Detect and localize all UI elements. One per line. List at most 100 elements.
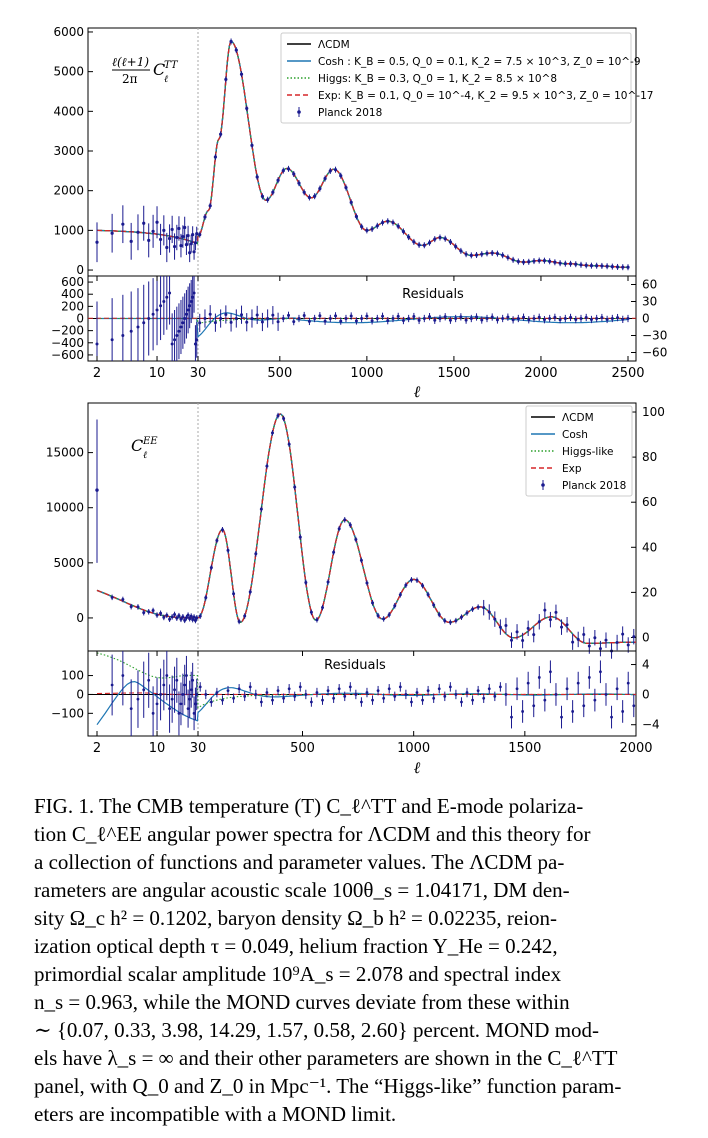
ttr-point <box>454 317 458 320</box>
ttr-point <box>537 315 541 319</box>
ttr-point <box>193 342 197 346</box>
ttr-point <box>433 318 437 322</box>
legend-label: Cosh : K_B = 0.5, Q_0 = 0.1, K_2 = 7.5 ×… <box>318 56 641 68</box>
ee-point <box>270 431 274 435</box>
y-tick-label: 5000 <box>53 556 84 570</box>
eer-point <box>186 707 190 711</box>
ttr-point <box>323 319 327 323</box>
eer-point <box>615 687 619 691</box>
ee-point <box>621 632 625 636</box>
ee-point <box>615 641 619 645</box>
ee-point <box>159 611 163 615</box>
tt-point <box>318 187 322 191</box>
ttr-point <box>464 318 468 322</box>
ee-point <box>142 611 146 615</box>
x-tick-label: 10 <box>149 366 166 381</box>
tt-point <box>170 227 174 232</box>
eer-point <box>170 697 174 701</box>
ttr-point <box>626 317 630 320</box>
tt-point <box>380 220 385 225</box>
ttr-point <box>179 325 183 329</box>
ee-point <box>521 639 525 643</box>
caption-line: rameters are angular acoustic scale 100θ… <box>34 878 570 902</box>
eer-point <box>136 697 140 701</box>
tt-point <box>459 249 463 253</box>
y-tick-label: 1000 <box>53 223 84 237</box>
ee-point <box>321 606 325 610</box>
ee-legend-box <box>525 405 633 497</box>
y-tick-label: 400 <box>61 287 84 301</box>
ttr-point <box>365 314 369 318</box>
ee-xlabel: ℓ <box>414 758 421 777</box>
tt-point <box>339 174 343 178</box>
eer-point <box>410 700 413 704</box>
ttr-point <box>136 325 140 329</box>
eer-point <box>175 678 179 682</box>
eer-point <box>365 691 369 694</box>
ttr-point <box>184 312 188 316</box>
ee-point <box>432 603 436 607</box>
ee-point <box>315 618 319 622</box>
ee-point <box>343 518 347 522</box>
eer-point <box>151 711 155 715</box>
ee-point <box>254 552 258 556</box>
ee-point <box>189 614 193 618</box>
ttr-point <box>198 321 202 325</box>
ee-point <box>155 613 159 617</box>
legend-label: Exp: K_B = 0.1, Q_0 = 10^-4, K_2 = 9.5 ×… <box>318 90 653 102</box>
eer-point <box>215 691 219 694</box>
ttr-point <box>391 317 395 320</box>
ee-point <box>170 615 174 619</box>
ttr-point <box>203 317 207 320</box>
ttr-point <box>276 320 280 324</box>
ee-point <box>587 644 591 648</box>
tt-point <box>281 168 285 173</box>
eer-point <box>332 696 336 700</box>
ee-point <box>168 617 172 621</box>
tt-point <box>183 225 187 230</box>
x-tick-label: 2000 <box>524 366 557 381</box>
tt-point <box>349 200 353 204</box>
ee-point <box>604 638 608 642</box>
ttr-point <box>188 304 192 308</box>
eer-point <box>232 696 235 700</box>
ttr-point <box>328 317 332 320</box>
eer-point <box>376 689 380 693</box>
ee-point <box>95 488 99 492</box>
figure-caption: FIG. 1. The CMB temperature (T) C_ℓ^TT a… <box>34 792 684 1128</box>
eer-point <box>181 693 185 696</box>
eer-point <box>448 685 452 689</box>
ttr-point <box>527 318 531 322</box>
eer-point <box>243 694 247 698</box>
eer-point <box>571 710 575 713</box>
legend-label: Higgs-like <box>562 446 613 458</box>
tt-point <box>307 195 312 200</box>
tt-point <box>401 229 406 234</box>
tt-point <box>448 240 453 244</box>
tt-point <box>213 155 218 159</box>
ttr-point <box>407 317 411 320</box>
ttr-point <box>616 316 620 320</box>
ee-point <box>287 442 291 446</box>
ttr-point <box>224 312 228 316</box>
ttr-point <box>234 317 238 320</box>
tt-point <box>474 253 479 257</box>
tt-point <box>260 194 265 198</box>
tt-point <box>412 240 416 244</box>
tt-point <box>527 260 531 264</box>
eer-point <box>526 681 530 685</box>
tt-point <box>464 252 468 256</box>
tt-point <box>396 224 400 228</box>
tt-point <box>302 190 306 194</box>
tt-ylabel: ℓ(ℓ+1) 2π C TT ℓ <box>112 55 179 86</box>
tt-point <box>589 264 594 268</box>
ttr-point <box>412 315 416 319</box>
eer-point <box>309 700 313 704</box>
eer-point <box>421 698 424 702</box>
y-tick-label: 0 <box>76 611 84 625</box>
ee-point <box>504 624 508 628</box>
eer-point <box>582 704 586 708</box>
ee-point <box>493 617 497 621</box>
